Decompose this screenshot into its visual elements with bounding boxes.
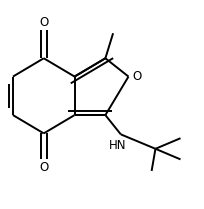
Text: O: O bbox=[39, 16, 48, 29]
Text: HN: HN bbox=[109, 139, 126, 152]
Text: O: O bbox=[39, 161, 48, 174]
Text: O: O bbox=[131, 70, 141, 83]
